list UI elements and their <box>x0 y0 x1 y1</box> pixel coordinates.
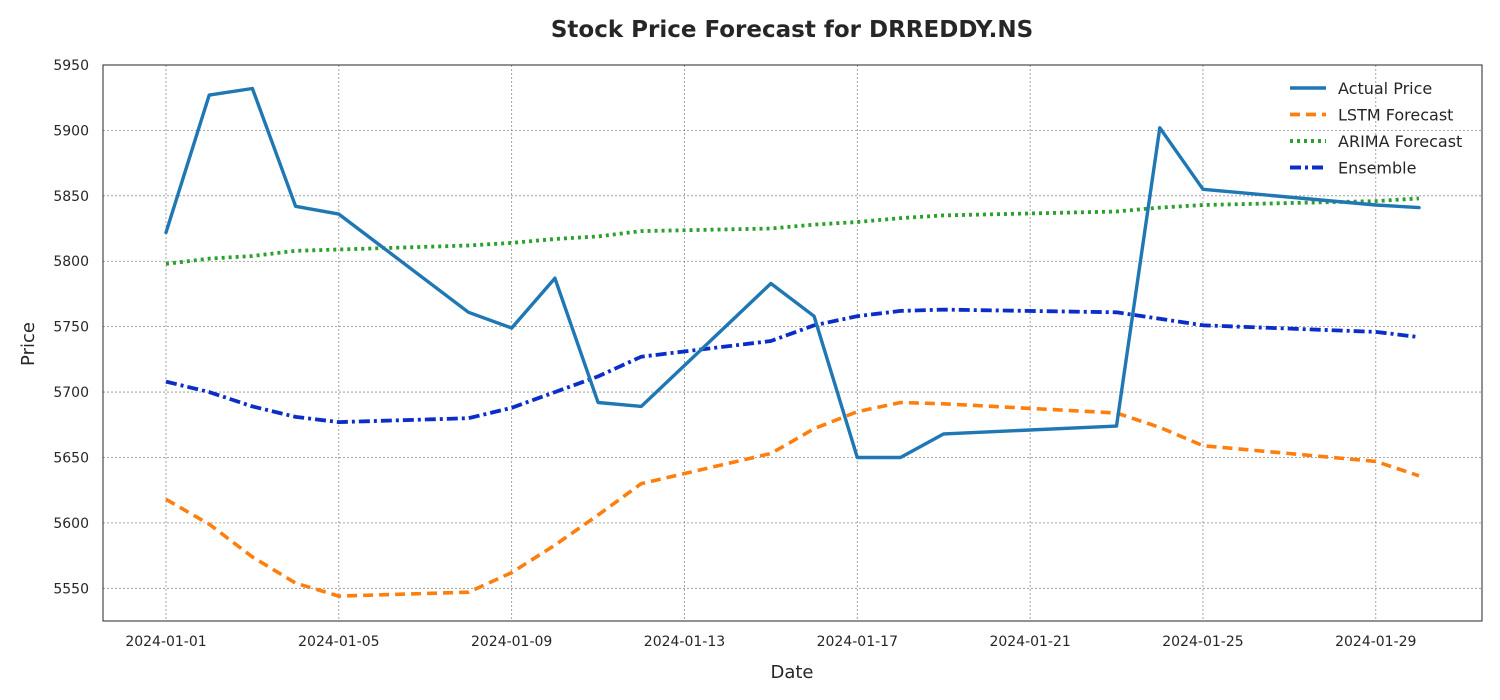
x-tick-label: 2024-01-09 <box>471 634 552 650</box>
x-tick-label: 2024-01-01 <box>125 634 206 650</box>
series-line-lstm-forecast <box>165 400 1420 598</box>
series-line-ensemble <box>165 307 1420 425</box>
legend: Actual Price LSTM Forecast ARIMA Forecast E… <box>1290 79 1462 178</box>
x-tick-label: 2024-01-29 <box>1335 634 1416 650</box>
y-tick-label: 5950 <box>53 58 89 74</box>
series-lines <box>164 86 1421 598</box>
y-tick-label: 5600 <box>53 516 89 532</box>
chart-title: Stock Price Forecast for DRREDDY.NS <box>551 17 1033 43</box>
series-line-arima-forecast <box>165 196 1420 266</box>
x-tick-label: 2024-01-05 <box>298 634 379 650</box>
legend-label: Actual Price <box>1338 79 1432 98</box>
x-tick-label: 2024-01-17 <box>817 634 898 650</box>
y-tick-label: 5850 <box>53 189 89 205</box>
y-tick-label: 5550 <box>53 581 89 597</box>
x-tick-label: 2024-01-13 <box>644 634 725 650</box>
legend-label: LSTM Forecast <box>1338 106 1453 125</box>
x-tick-label: 2024-01-21 <box>989 634 1070 650</box>
y-tick-label: 5750 <box>53 320 89 336</box>
legend-label: Ensemble <box>1338 159 1416 178</box>
x-axis-label: Date <box>770 662 813 683</box>
y-tick-label: 5900 <box>53 123 89 139</box>
axis-ticks: 5550 5600 5650 5700 5750 5800 5850 5900 5950 2024… <box>53 58 1416 650</box>
y-tick-label: 5700 <box>53 385 89 401</box>
plot-frame <box>102 64 1483 622</box>
y-tick-label: 5800 <box>53 254 89 270</box>
gridlines <box>103 64 1482 621</box>
legend-label: ARIMA Forecast <box>1338 132 1462 151</box>
y-tick-label: 5650 <box>53 450 89 466</box>
series-line-actual-price <box>164 86 1421 460</box>
x-tick-label: 2024-01-25 <box>1162 634 1243 650</box>
y-axis-label: Price <box>18 322 39 366</box>
